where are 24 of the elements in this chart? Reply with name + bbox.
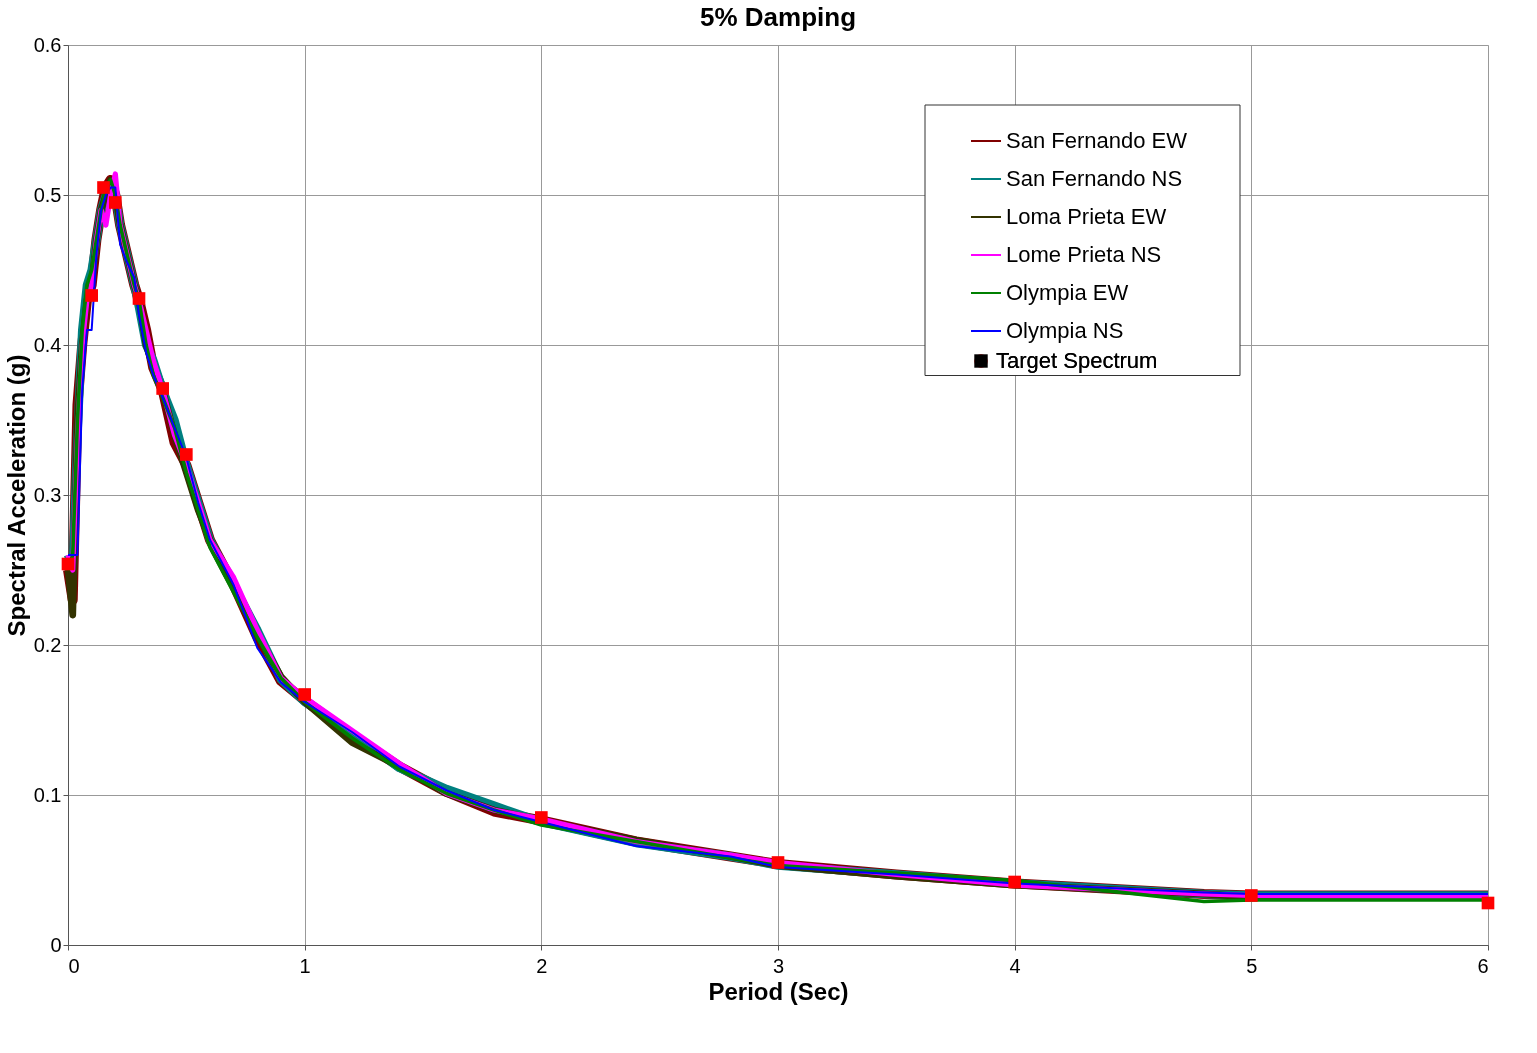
legend-label: Lome Prieta NS: [1006, 242, 1162, 267]
x-tick-label: 4: [1009, 954, 1021, 977]
y-axis-title: Spectral Acceleration (g): [2, 354, 30, 637]
x-tick-label: 5: [1246, 954, 1258, 977]
y-tick-label: 0.6: [33, 33, 62, 56]
x-tick-label: 6: [1477, 954, 1489, 977]
y-tick-label: 0.5: [33, 183, 62, 206]
y-tick-label: 0.3: [33, 483, 62, 506]
y-tick-label: 0.4: [33, 333, 62, 356]
legend-label: Olympia NS: [1006, 318, 1124, 343]
legend-label: Loma Prieta EW: [1006, 204, 1167, 229]
x-tick-label: 3: [772, 954, 785, 977]
legend-label: San Fernando NS: [1006, 166, 1183, 191]
x-axis-title: Period (Sec): [708, 977, 849, 1005]
legend-label: San Fernando EW: [1006, 128, 1188, 153]
y-tick-label: 0.2: [33, 633, 62, 656]
y-tick-label: 0.1: [33, 783, 62, 806]
x-tick-label: 2: [536, 954, 548, 977]
y-tick-label: 0: [50, 933, 62, 956]
chart-title: 5% Damping: [699, 2, 857, 32]
legend-label: Target Spectrum: [996, 348, 1158, 373]
x-tick-label: 0: [68, 954, 80, 977]
legend-label: Olympia EW: [1006, 280, 1129, 305]
x-tick-label: 1: [299, 954, 311, 977]
